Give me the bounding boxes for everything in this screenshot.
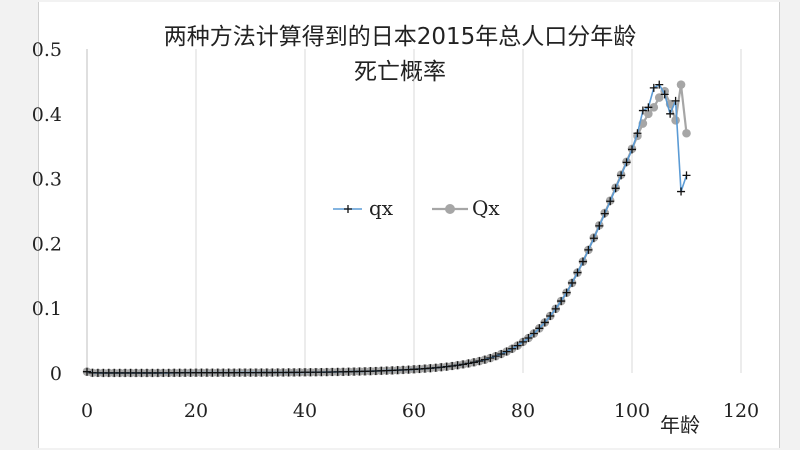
data-point-qx <box>519 337 527 346</box>
series-line-Qx <box>86 84 688 374</box>
data-point-qx <box>600 209 609 218</box>
data-point-qx <box>546 311 555 320</box>
data-point-qx <box>557 297 566 306</box>
data-point-qx <box>589 234 598 243</box>
data-point-Qx <box>649 103 659 112</box>
x-tick-label: 80 <box>511 400 535 422</box>
legend: qx Qx <box>333 196 500 220</box>
data-point-qx <box>486 354 495 363</box>
data-point-Qx <box>644 109 653 119</box>
x-tick-label: 100 <box>614 400 650 422</box>
x-tick-label: 20 <box>184 400 208 422</box>
data-point-qx <box>502 347 511 356</box>
series-line-qx <box>86 83 688 374</box>
gridlines <box>195 49 742 373</box>
data-point-qx <box>491 352 500 361</box>
data-point-qx <box>83 367 91 376</box>
data-point-qx <box>595 221 604 230</box>
data-point-qx <box>644 103 653 112</box>
data-point-qx <box>682 171 691 180</box>
data-point-qx <box>464 359 473 368</box>
data-point-qx <box>584 245 593 254</box>
data-point-Qx <box>654 93 664 102</box>
legend-marker-qx <box>344 205 352 213</box>
data-point-qx <box>459 360 468 369</box>
x-axis-title: 年龄 <box>660 413 700 437</box>
data-point-qx <box>638 106 647 115</box>
legend-marker-Qx <box>445 204 455 214</box>
data-point-qx <box>655 80 664 89</box>
data-point-qx <box>535 324 544 333</box>
x-tick-label: 0 <box>81 400 93 422</box>
y-tick-label: 0 <box>50 363 62 385</box>
chart-subtitle: 死亡概率 <box>354 59 446 85</box>
axes: 0 20 40 60 80 100 120 0 0.1 0.2 0.3 0.4 0.5 <box>32 39 759 422</box>
data-point-qx <box>628 145 636 154</box>
x-tick-label: 40 <box>293 400 317 422</box>
data-point-qx <box>475 357 484 366</box>
data-point-qx <box>633 129 642 138</box>
data-point-qx <box>666 109 675 118</box>
data-point-qx <box>508 344 517 353</box>
data-point-qx <box>568 278 577 287</box>
data-point-qx <box>540 318 549 327</box>
data-point-qx <box>497 350 506 359</box>
x-tick-label: 120 <box>723 400 759 422</box>
data-point-qx <box>671 96 680 105</box>
data-point-qx <box>480 355 489 364</box>
data-point-qx <box>622 158 631 167</box>
data-point-qx <box>573 268 582 277</box>
data-point-qx <box>606 197 615 206</box>
data-point-Qx <box>671 115 680 125</box>
data-point-qx <box>513 341 522 350</box>
data-point-qx <box>524 334 533 343</box>
data-point-qx <box>649 83 658 92</box>
legend-label-qx: qx <box>369 196 394 220</box>
series-qx <box>83 80 691 377</box>
data-point-qx <box>617 171 626 180</box>
y-tick-label: 0.1 <box>32 298 62 320</box>
data-point-Qx <box>682 128 691 138</box>
data-point-qx <box>677 187 686 196</box>
data-point-Qx <box>676 80 686 89</box>
y-tick-label: 0.4 <box>32 104 62 126</box>
data-point-qx <box>469 358 478 367</box>
data-point-qx <box>562 288 571 297</box>
y-tick-label: 0.2 <box>32 233 62 255</box>
data-point-qx <box>578 257 587 266</box>
data-point-qx <box>611 184 620 193</box>
data-point-qx <box>453 361 462 370</box>
data-point-qx <box>660 90 669 99</box>
legend-label-Qx: Qx <box>472 196 500 220</box>
chart-title: 两种方法计算得到的日本2015年总人口分年龄 <box>164 24 637 50</box>
y-tick-label: 0.5 <box>32 39 62 61</box>
data-point-qx <box>551 304 560 313</box>
data-point-qx <box>448 362 457 371</box>
data-point-qx <box>529 329 538 338</box>
y-tick-label: 0.3 <box>32 169 62 191</box>
x-tick-label: 60 <box>402 400 426 422</box>
series-layer <box>82 80 691 378</box>
